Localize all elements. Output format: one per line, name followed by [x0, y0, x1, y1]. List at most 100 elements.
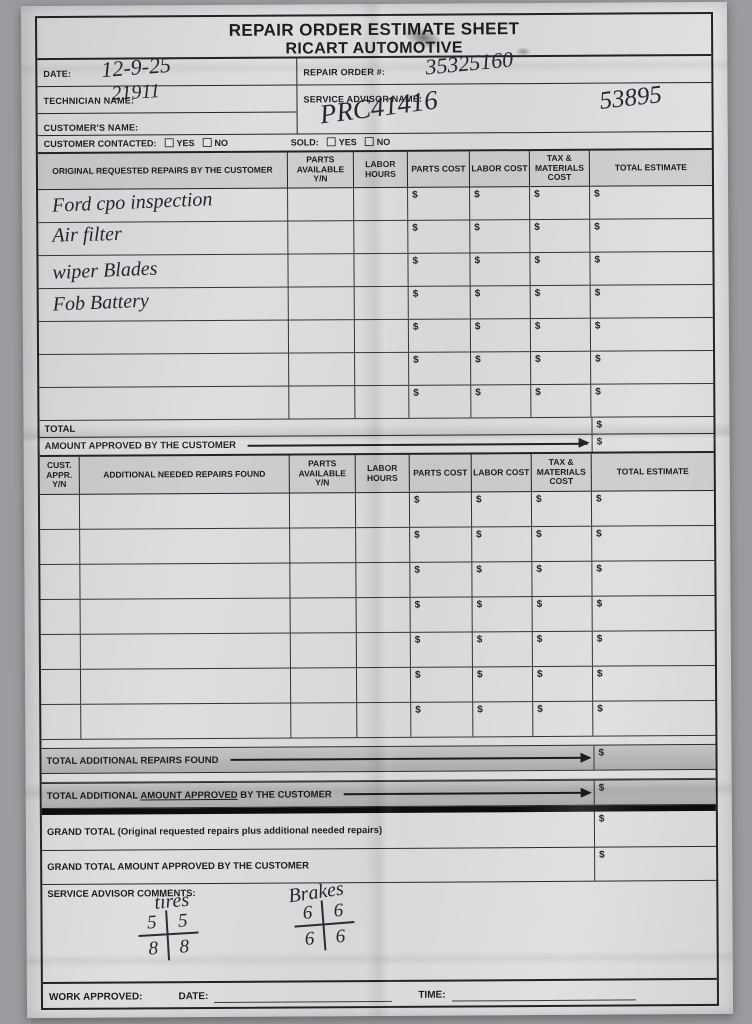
labor-hours-cell [356, 527, 411, 563]
total-estimate-cell: $ [593, 631, 715, 666]
dollar-sign: $ [596, 436, 603, 448]
parts-available-cell [290, 598, 357, 633]
labor-hours-cell [354, 220, 409, 254]
labor-cost-cell: $ [472, 667, 534, 702]
dollar-sign: $ [476, 529, 482, 541]
total-estimate-cell: $ [590, 252, 712, 285]
parts-available-cell [288, 221, 355, 254]
repair-cell [81, 703, 292, 739]
repair-cell: Ford cpo inspection [38, 188, 289, 223]
labor-cost-cell: $ [471, 492, 533, 527]
additional-repair-row-1: $ $ $ $ [39, 490, 715, 531]
dollar-sign: $ [474, 222, 480, 234]
original-repair-row-6: $ $ $ $ [39, 350, 714, 389]
repair-handwritten-entry: Air filter [52, 222, 123, 247]
repair-cell [79, 493, 291, 529]
tax-materials-cell: $ [533, 701, 594, 737]
label-part-underlined: AMOUNT APPROVED [140, 789, 238, 801]
sold-group: SOLD: YES NO [291, 137, 391, 148]
labor-hours-cell [356, 667, 412, 703]
dollar-sign: $ [534, 222, 540, 234]
title-block: REPAIR ORDER ESTIMATE SHEET RICART AUTOM… [36, 13, 712, 61]
dollar-sign: $ [413, 494, 420, 506]
parts-cost-cell: $ [411, 702, 474, 737]
customer-name-field: CUSTOMER'S NAME: [38, 112, 297, 136]
labor-hours-cell [354, 187, 409, 221]
dollar-sign: $ [598, 813, 605, 825]
repair-cell: Air filter [38, 221, 289, 256]
date-label: DATE: [43, 68, 72, 80]
total-estimate-cell: $ [591, 318, 713, 351]
tax-materials-cell: $ [530, 252, 591, 286]
dollar-sign: $ [599, 849, 605, 861]
customer-name-label: CUSTOMER'S NAME: [43, 122, 139, 134]
paper-sheet: REPAIR ORDER ESTIMATE SHEET RICART AUTOM… [20, 1, 734, 1019]
arrow-line [248, 442, 588, 447]
dollar-sign: $ [534, 320, 541, 333]
labor-cost-cell: $ [470, 220, 531, 253]
tire-measure-front-left: 5 [137, 910, 169, 938]
repair-order-field: REPAIR ORDER #: 35325160 [297, 46, 712, 86]
total-estimate-cell: $ [593, 701, 715, 736]
service-advisor-comments: SERVICE ADVISOR COMMENTS: tires 5 5 8 8 … [42, 877, 717, 985]
grand-total-row: GRAND TOTAL (Original requested repairs … [41, 810, 717, 852]
col-tax-materials: TAX & MATERIALS COST [529, 150, 591, 187]
original-repair-row-1: Ford cpo inspection $ $ $ $ [38, 185, 713, 224]
total-spacer [75, 426, 591, 429]
sold-no-checkbox [364, 137, 374, 147]
dollar-sign: $ [596, 668, 603, 680]
label-part: TOTAL ADDITIONAL [46, 789, 141, 802]
work-approved-label: WORK APPROVED: [48, 990, 143, 1003]
col-parts-cost: PARTS COST [409, 454, 472, 492]
labor-hours-cell [356, 562, 411, 598]
tax-materials-cell: $ [532, 561, 593, 597]
header-fields: DATE: 12-9-25 TECHNICIAN NAME: 21911 CUS… [37, 46, 712, 137]
labor-hours-cell [355, 385, 410, 419]
col-parts-cost: PARTS COST [407, 151, 471, 187]
parts-available-cell [290, 633, 357, 668]
original-repair-row-4: Fob Battery $ $ $ $ [38, 284, 713, 323]
labor-cost-cell: $ [470, 319, 532, 352]
parts-cost-cell: $ [409, 492, 473, 527]
dollar-sign: $ [414, 634, 421, 646]
total-estimate-cell: $ [591, 351, 713, 384]
dollar-sign: $ [476, 564, 482, 576]
parts-available-cell [288, 254, 355, 287]
additional-repairs-header: CUST. APPR. Y/N ADDITIONAL NEEDED REPAIR… [39, 452, 714, 496]
labor-cost-cell: $ [470, 253, 531, 286]
grand-total-approved-dollar-cell: $ [594, 846, 717, 881]
dollar-sign: $ [596, 633, 603, 645]
parts-available-cell [288, 287, 355, 320]
dollar-sign: $ [415, 704, 421, 716]
grand-total-approved-label: GRAND TOTAL AMOUNT APPROVED BY THE CUSTO… [47, 860, 310, 874]
parts-available-cell [289, 493, 357, 528]
parts-cost-cell: $ [410, 597, 473, 632]
cust-appr-cell [40, 634, 81, 670]
dollar-sign: $ [412, 255, 419, 267]
header-left-column: DATE: 12-9-25 TECHNICIAN NAME: 21911 CUS… [37, 52, 298, 136]
brake-measure-rear-right: 6 [334, 925, 346, 947]
cust-appr-cell [41, 704, 82, 740]
labor-hours-cell [357, 702, 412, 738]
labor-hours-cell [354, 286, 409, 320]
col-cust-appr: CUST. APPR. Y/N [39, 456, 80, 495]
dollar-sign: $ [474, 288, 481, 300]
parts-cost-cell: $ [410, 562, 473, 597]
arrow-line [343, 791, 590, 796]
col-labor-cost: LABOR COST [471, 454, 532, 492]
labor-hours-cell [356, 597, 411, 633]
labor-cost-cell: $ [472, 562, 533, 597]
total-estimate-cell: $ [592, 561, 714, 596]
col-total-estimate: TOTAL ESTIMATE [614, 161, 687, 173]
total-estimate-cell: $ [592, 491, 714, 526]
tax-materials-cell: $ [532, 596, 593, 632]
dollar-sign: $ [413, 387, 419, 399]
dollar-sign: $ [414, 529, 420, 541]
labor-hours-cell [354, 319, 410, 353]
parts-cost-cell: $ [409, 385, 472, 418]
dollar-sign: $ [476, 599, 483, 611]
dollar-sign: $ [412, 222, 418, 234]
parts-available-cell [290, 563, 357, 598]
tax-materials-cell: $ [530, 219, 591, 253]
work-approved-row: WORK APPROVED: DATE: TIME: [43, 980, 717, 1010]
